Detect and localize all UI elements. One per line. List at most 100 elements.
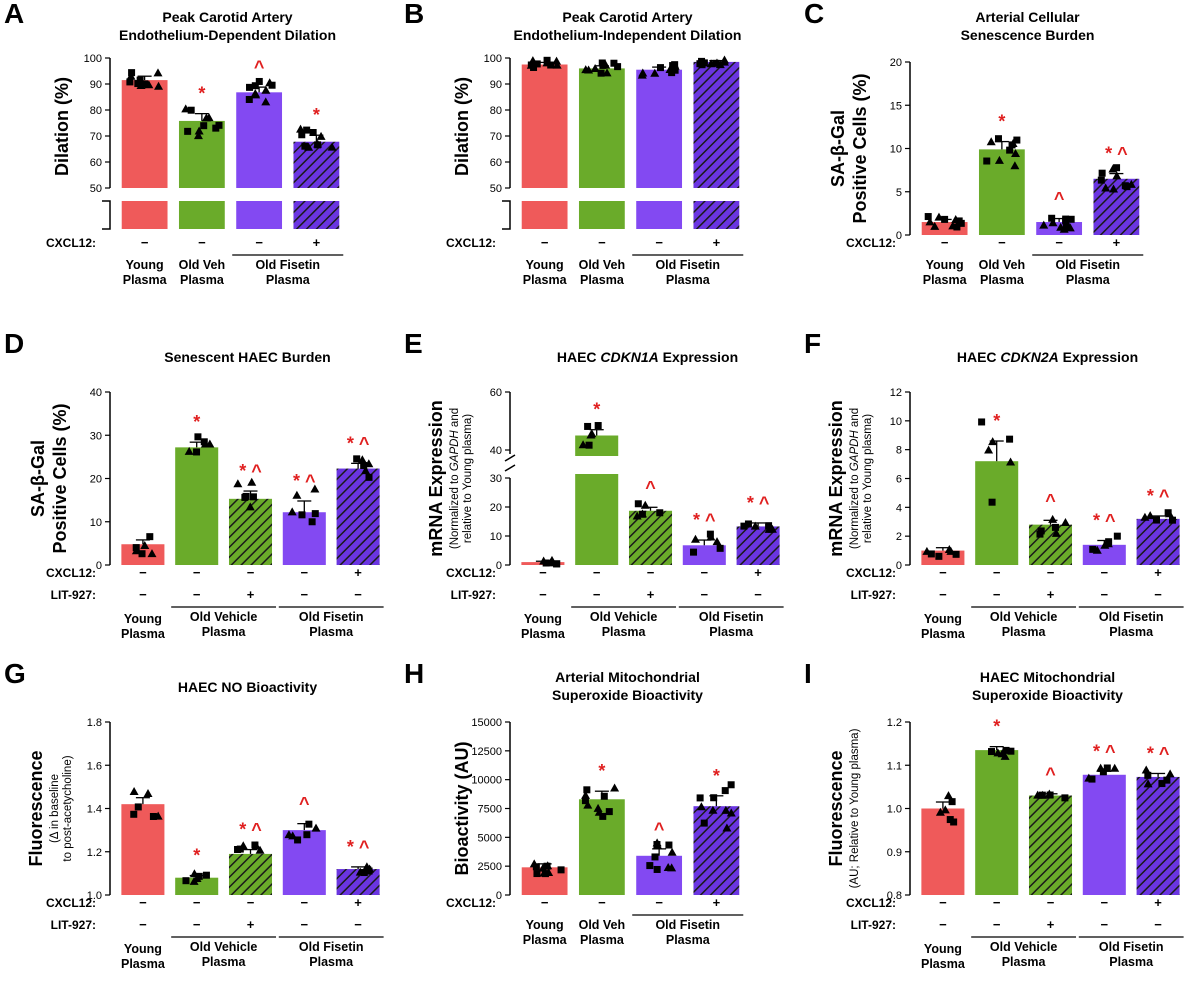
significance-marker: * ^ xyxy=(239,461,262,481)
data-point xyxy=(994,135,1002,143)
bar xyxy=(578,68,625,188)
group-label-line: Old Veh xyxy=(979,258,1026,272)
data-point xyxy=(1062,215,1070,223)
row-mark: + xyxy=(247,917,255,932)
row-label: LIT-927: xyxy=(451,588,496,602)
group-label: Old Vehicle Plasma xyxy=(590,610,657,639)
data-point xyxy=(722,823,732,832)
data-point xyxy=(594,422,602,430)
group-label-line: Old Vehicle xyxy=(990,940,1057,954)
group-label-line: Plasma xyxy=(709,625,754,639)
data-point xyxy=(581,797,589,805)
group-label-line: Old Fisetin xyxy=(699,610,764,624)
panel-b: 50 60 70 80 90 100 Dilation (%) CXCL12: − − − + Youn… xyxy=(400,0,800,330)
significance-marker: * ^ xyxy=(1105,144,1128,164)
data-point xyxy=(698,57,706,65)
data-point xyxy=(602,68,612,77)
y-axis-label: Fluorescence xyxy=(26,750,46,866)
group-label-line: Plasma xyxy=(980,273,1025,287)
data-point xyxy=(637,509,647,518)
panel-letter: D xyxy=(4,328,25,359)
data-point xyxy=(1037,527,1045,535)
row-mark: − xyxy=(655,895,663,910)
y-axis-sublabel: (Normalized to GAPDH andrelative to Youn… xyxy=(449,408,474,549)
group-label-line: Old Fisetin xyxy=(655,918,720,932)
group-label: Young Plasma xyxy=(921,612,966,641)
data-point xyxy=(1113,532,1121,540)
y-tick-label: 12500 xyxy=(471,746,502,758)
data-point xyxy=(610,59,618,67)
y-tick-label: 90 xyxy=(90,79,102,91)
data-point xyxy=(1103,764,1111,772)
data-point xyxy=(193,131,203,140)
row-mark: − xyxy=(993,565,1001,580)
data-point xyxy=(311,510,319,518)
data-point xyxy=(153,68,163,77)
y-label-line: SA-β-Gal xyxy=(828,110,848,187)
significance-marker: * xyxy=(598,761,605,781)
panel-c: 0 5 10 15 20 SA-β-Gal Positive Cells (%) * ^ * ^ C… xyxy=(800,0,1200,330)
y-tick-label: 1.6 xyxy=(87,760,102,772)
group-label: Young Plasma xyxy=(523,258,568,287)
group-label: Old Veh Plasma xyxy=(979,258,1026,287)
data-point xyxy=(245,95,253,103)
sublabel-line: (Normalized to GAPDH and xyxy=(449,408,461,549)
significance-marker: * xyxy=(993,411,1000,431)
group-label-line: Old Vehicle xyxy=(190,610,257,624)
chart-title: HAEC NO Bioactivity xyxy=(88,678,408,696)
significance-marker: ^ xyxy=(1045,764,1056,784)
sublabel-line: relative to Young plasma) xyxy=(862,414,874,543)
panel-h: 0 2500 5000 7500 10000 12500 15000 Bioactivity … xyxy=(400,658,800,990)
data-point xyxy=(637,70,647,79)
row-mark: − xyxy=(193,917,201,932)
chart-svg: 0.8 0.9 1.0 1.1 1.2 Fluorescence (AU; Relative… xyxy=(826,717,1184,971)
data-point xyxy=(997,749,1007,758)
data-point xyxy=(946,816,954,824)
bar-base xyxy=(521,201,568,229)
y-tick-label: 50 xyxy=(490,183,502,195)
row-mark: − xyxy=(301,587,309,602)
data-point xyxy=(553,560,561,568)
chart-title: Peak Carotid Artery Endothelium-Dependent… xyxy=(68,8,388,44)
data-point xyxy=(1112,171,1122,180)
row-mark: − xyxy=(941,235,949,250)
y-tick-label: 1.2 xyxy=(87,847,102,859)
data-point xyxy=(251,90,261,99)
group-label-line: Old Fisetin xyxy=(299,610,364,624)
y-tick-label: 0 xyxy=(496,560,502,572)
row-label: LIT-927: xyxy=(51,918,96,932)
data-point xyxy=(1126,179,1136,188)
data-point xyxy=(1060,517,1070,526)
data-point xyxy=(154,81,164,90)
title-part: CDKN2A xyxy=(1000,349,1059,365)
group-label-line: Plasma xyxy=(1066,273,1111,287)
bar xyxy=(1093,178,1140,235)
bar xyxy=(236,92,283,188)
row-label: CXCL12: xyxy=(846,896,896,910)
panel-letter: A xyxy=(4,0,25,29)
y-tick-label: 40 xyxy=(490,445,502,457)
row-mark: − xyxy=(193,587,201,602)
data-point xyxy=(126,71,136,80)
panel-letter: H xyxy=(404,658,425,689)
row-mark: − xyxy=(993,917,1001,932)
y-axis-label: mRNA Expression xyxy=(826,400,846,556)
data-point xyxy=(539,556,549,565)
data-point xyxy=(1143,779,1153,788)
data-point xyxy=(313,139,323,148)
group-label-line: Old Veh xyxy=(179,258,226,272)
panel-letter: G xyxy=(4,658,26,689)
data-point xyxy=(925,217,935,226)
row-label: CXCL12: xyxy=(446,566,496,580)
y-tick-label: 12 xyxy=(890,387,902,399)
bar xyxy=(336,468,380,565)
title-line: Peak Carotid Artery xyxy=(162,9,293,25)
group-label: Old Fisetin Plasma xyxy=(255,258,320,287)
data-point xyxy=(1048,218,1058,227)
significance-marker: * ^ xyxy=(1093,741,1116,761)
y-label-line: Positive Cells (%) xyxy=(850,73,870,223)
group-label: Old Fisetin Plasma xyxy=(655,918,720,947)
data-point xyxy=(1097,176,1105,184)
row-mark: − xyxy=(141,235,149,250)
y-tick-label: 8 xyxy=(896,445,902,457)
